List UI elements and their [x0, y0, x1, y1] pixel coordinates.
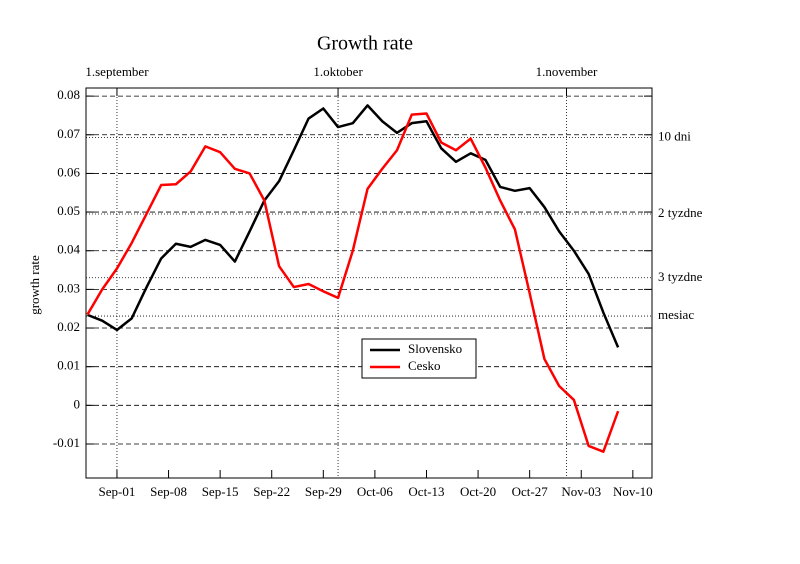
- y-axis-label: growth rate: [27, 255, 42, 315]
- series-line: [87, 104, 620, 348]
- reference-label: 3 tyzdne: [658, 269, 703, 284]
- x-tick-label: Nov-03: [561, 484, 601, 499]
- reference-label: mesiac: [658, 307, 694, 322]
- y-tick-label: 0.05: [57, 203, 80, 218]
- x-tick-label: Sep-08: [150, 484, 187, 499]
- y-tick-label: 0: [74, 396, 81, 411]
- y-tick-label: 0.04: [57, 242, 80, 257]
- y-tick-label: 0.03: [57, 280, 80, 295]
- reference-label: 2 tyzdne: [658, 205, 703, 220]
- y-tick-label: -0.01: [53, 435, 80, 450]
- x-tick-label: Sep-29: [305, 484, 342, 499]
- x-tick-label: Oct-06: [357, 484, 394, 499]
- x-tick-label: Sep-15: [202, 484, 239, 499]
- y-tick-label: 0.01: [57, 358, 80, 373]
- x-tick-label: Oct-20: [460, 484, 496, 499]
- legend-label: Cesko: [408, 358, 441, 373]
- chart-title: Growth rate: [317, 33, 413, 55]
- reference-label: 10 dni: [658, 128, 691, 143]
- x-tick-label: Nov-10: [613, 484, 653, 499]
- series-line: [86, 112, 620, 453]
- legend-label: Slovensko: [408, 341, 462, 356]
- y-tick-label: 0.06: [57, 164, 80, 179]
- y-tick-label: 0.07: [57, 126, 80, 141]
- x2-tick-label: 1.oktober: [313, 64, 363, 79]
- x2-tick-label: 1.september: [85, 64, 149, 79]
- x-tick-label: Sep-01: [99, 484, 136, 499]
- x-tick-label: Oct-27: [512, 484, 549, 499]
- x2-tick-label: 1.november: [536, 64, 598, 79]
- x-tick-label: Sep-22: [253, 484, 290, 499]
- plot-frame: [85, 87, 653, 479]
- y-tick-label: 0.02: [57, 319, 80, 334]
- x-tick-label: Oct-13: [408, 484, 444, 499]
- y-tick-label: 0.08: [57, 87, 80, 102]
- legend-box: [361, 338, 477, 379]
